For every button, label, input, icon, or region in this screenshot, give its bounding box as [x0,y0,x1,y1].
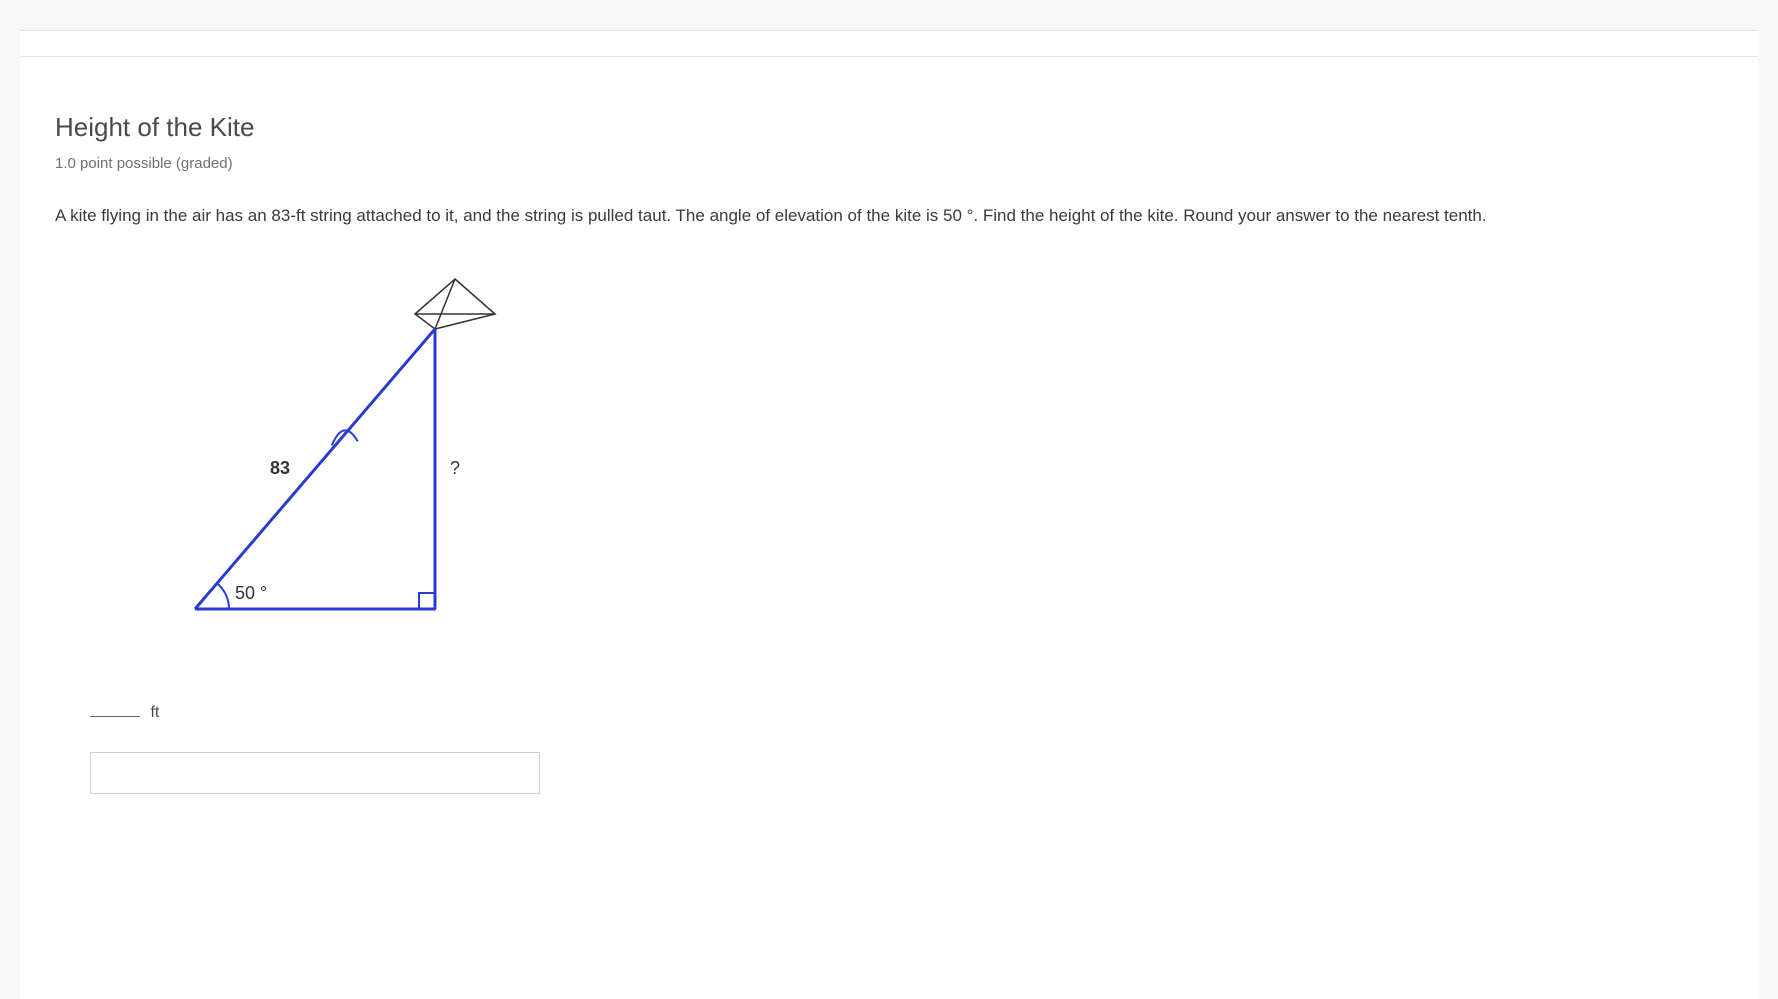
section-divider [20,56,1758,57]
answer-blank-line [90,716,140,717]
answer-input-container [90,752,1723,794]
height-label: ? [450,458,460,478]
problem-title: Height of the Kite [55,112,1723,143]
triangle-kite-svg: 83 ? 50 ° [175,269,535,649]
hypotenuse-label: 83 [270,458,290,478]
problem-question: A kite flying in the air has an 83-ft st… [55,202,1723,229]
answer-blank-row: ft [90,704,1723,722]
points-possible: 1.0 point possible (graded) [55,155,1723,172]
page-container: Height of the Kite 1.0 point possible (g… [20,30,1758,999]
hypotenuse-line [195,329,435,609]
top-divider [20,30,1758,31]
content-area: Height of the Kite 1.0 point possible (g… [20,82,1758,819]
answer-input[interactable] [90,752,540,794]
right-angle-marker [419,593,435,609]
answer-unit: ft [150,704,159,721]
kite-diagram: 83 ? 50 ° [175,269,1723,654]
kite-outline [415,279,495,329]
angle-label: 50 ° [235,583,267,603]
angle-arc [217,583,229,609]
